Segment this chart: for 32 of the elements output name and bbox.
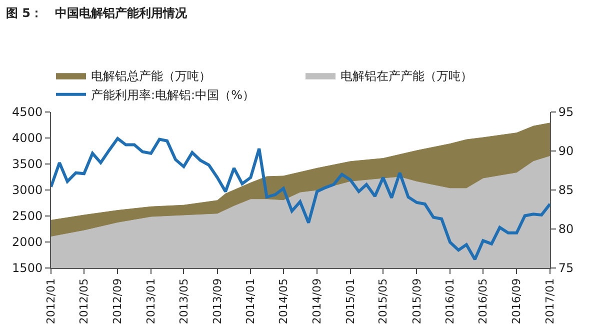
x-tick-label: 2013/09 [210, 278, 224, 324]
y-tick-label: 4500 [12, 105, 43, 120]
x-tick-label: 2012/05 [78, 278, 91, 324]
chart-title: 图 5： 中国电解铝产能利用情况 [6, 6, 188, 20]
y-tick-label: 4000 [12, 131, 43, 146]
x-tick-label: 2016/01 [444, 278, 457, 324]
legend-label: 产能利用率:电解铝:中国（%） [91, 88, 254, 102]
x-tick-label: 2015/09 [410, 278, 424, 324]
x-tick-label: 2014/01 [244, 278, 258, 324]
x-tick-label: 2017/01 [544, 278, 557, 324]
y-tick-label: 2500 [12, 209, 43, 224]
x-tick-label: 2015/05 [376, 278, 390, 324]
x-tick-label: 2014/09 [310, 278, 324, 324]
y-tick-label: 1500 [12, 261, 43, 276]
y-tick-label: 3500 [12, 157, 43, 172]
x-tick-label: 2014/05 [277, 278, 290, 324]
x-tick-label: 2012/09 [111, 278, 124, 324]
legend-label: 电解铝在产产能（万吨） [340, 69, 472, 84]
y2-tick-label: 80 [558, 222, 574, 236]
x-tick-label: 2013/01 [144, 278, 158, 324]
x-tick-label: 2012/01 [44, 278, 58, 324]
y2-tick-label: 85 [558, 183, 574, 198]
x-tick-label: 2013/05 [177, 278, 190, 324]
y-tick-label: 2000 [12, 235, 43, 250]
y2-tick-label: 90 [558, 144, 574, 158]
y-tick-label: 3000 [12, 183, 43, 198]
x-tick-label: 2015/01 [344, 278, 357, 324]
y2-tick-label: 95 [558, 105, 574, 120]
x-tick-label: 2016/09 [510, 278, 524, 324]
x-tick-label: 2016/05 [476, 278, 490, 324]
legend-label: 电解铝总产能（万吨） [91, 69, 211, 84]
y2-tick-label: 75 [558, 261, 574, 276]
